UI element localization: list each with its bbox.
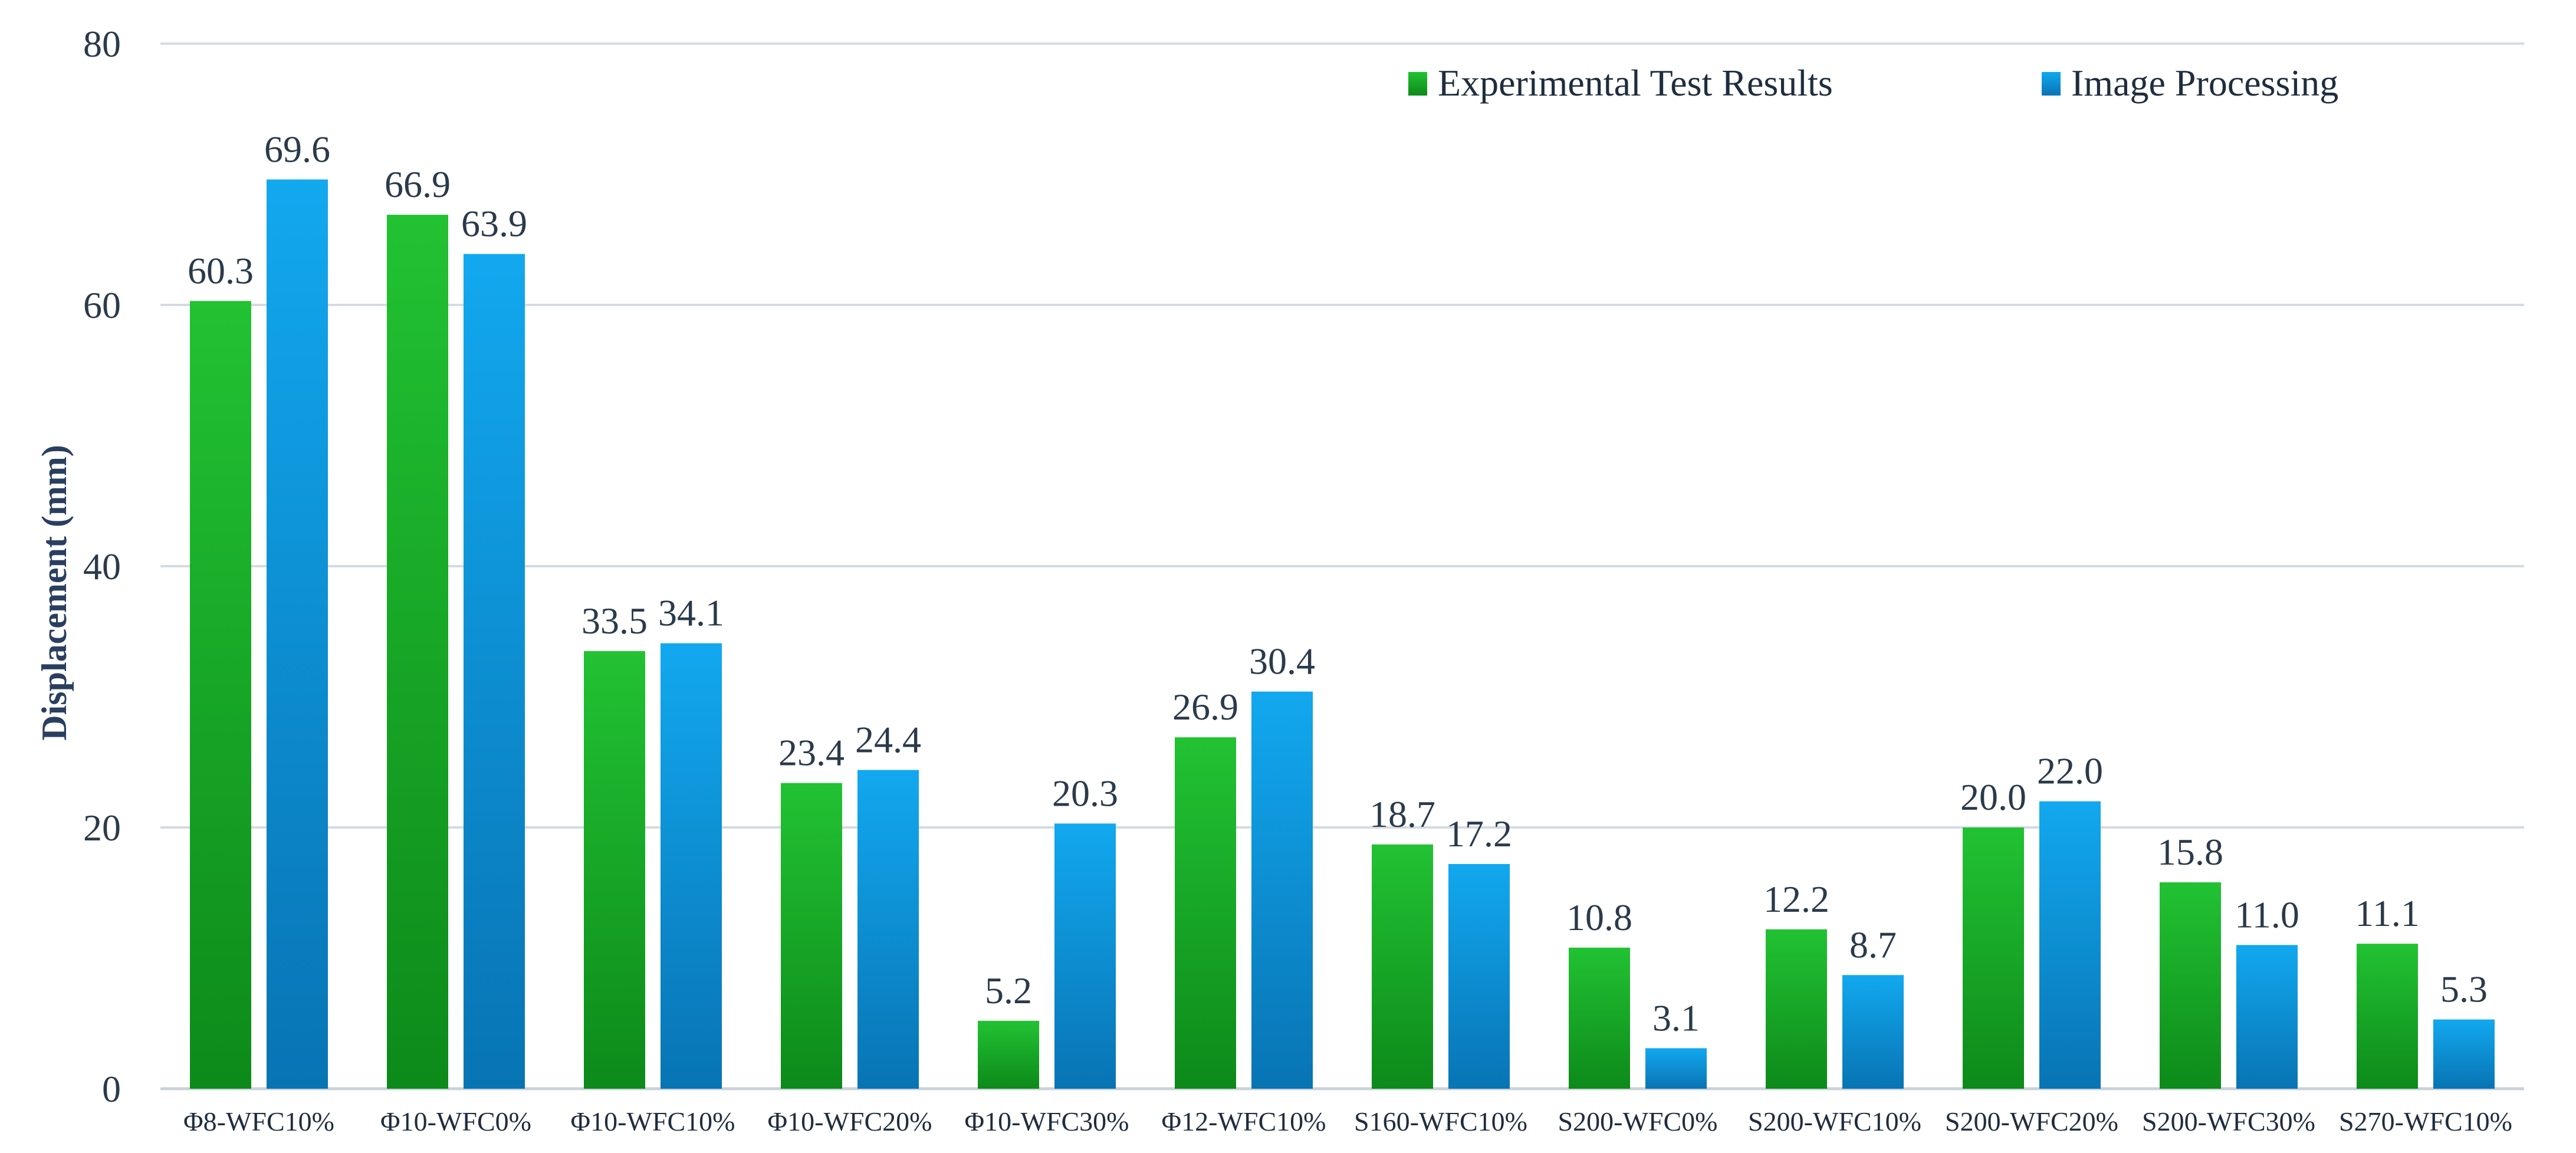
bar-image-processing-1 — [267, 179, 328, 1089]
data-label-experimental-1: 60.3 — [188, 249, 254, 291]
data-label-image-processing-12: 5.3 — [2440, 968, 2488, 1010]
bar-image-processing-6 — [1251, 691, 1313, 1089]
bar-experimental-4 — [781, 783, 842, 1089]
data-label-image-processing-3: 34.1 — [658, 592, 724, 634]
data-label-experimental-7: 18.7 — [1369, 793, 1435, 835]
bar-experimental-11 — [2160, 882, 2221, 1089]
legend-label-experimental: Experimental Test Results — [1438, 62, 1833, 104]
bar-image-processing-9 — [1842, 975, 1904, 1089]
bar-image-processing-7 — [1448, 864, 1510, 1089]
bar-experimental-6 — [1175, 737, 1236, 1089]
bar-experimental-1 — [190, 301, 251, 1089]
bars — [190, 179, 2495, 1089]
y-tick-label: 20 — [83, 807, 121, 849]
data-label-experimental-2: 66.9 — [385, 163, 451, 205]
data-label-image-processing-9: 8.7 — [1849, 924, 1897, 965]
data-label-image-processing-1: 69.6 — [264, 128, 330, 170]
bar-image-processing-2 — [464, 254, 525, 1089]
x-category-label: S160-WFC10% — [1354, 1106, 1527, 1136]
x-category-label: S270-WFC10% — [2339, 1106, 2512, 1136]
bar-image-processing-4 — [857, 770, 919, 1089]
x-category-label: Φ10-WFC30% — [965, 1106, 1129, 1136]
x-category-label: Φ8-WFC10% — [183, 1106, 334, 1136]
data-label-experimental-4: 23.4 — [778, 732, 845, 774]
bar-experimental-9 — [1766, 929, 1827, 1089]
bar-experimental-7 — [1372, 844, 1433, 1089]
data-labels: 60.3 69.6 66.963.9 33.5 34.1 23.4 24.4 5.2 20.3 2… — [188, 128, 2488, 1039]
bar-experimental-10 — [1963, 827, 2024, 1089]
x-category-label: Φ10-WFC10% — [571, 1106, 735, 1136]
data-label-image-processing-11: 11.0 — [2235, 894, 2299, 935]
legend-swatch-image-processing — [2042, 72, 2061, 96]
data-label-image-processing-8: 3.1 — [1652, 997, 1700, 1039]
bar-image-processing-12 — [2433, 1019, 2495, 1089]
y-tick-label: 60 — [83, 284, 121, 326]
x-category-label: Φ10-WFC20% — [768, 1106, 932, 1136]
y-tick-label: 40 — [83, 546, 121, 587]
data-label-experimental-12: 11.1 — [2355, 892, 2420, 934]
bar-experimental-12 — [2357, 944, 2418, 1089]
legend-swatch-experimental — [1408, 72, 1427, 96]
data-label-experimental-6: 26.9 — [1172, 686, 1238, 728]
data-label-image-processing-2: 63.9 — [461, 203, 527, 245]
data-label-experimental-8: 10.8 — [1566, 896, 1632, 938]
bar-experimental-3 — [584, 651, 645, 1089]
bar-experimental-8 — [1569, 947, 1630, 1089]
x-category-label: S200-WFC30% — [2142, 1106, 2315, 1136]
bar-experimental-5 — [978, 1020, 1039, 1089]
data-label-image-processing-10: 22.0 — [2037, 750, 2103, 792]
x-axis-categories: Φ8-WFC10% Φ10-WFC0% Φ10-WFC10% Φ10-WFC20% Φ1… — [183, 1106, 2512, 1136]
data-label-image-processing-5: 20.3 — [1052, 772, 1118, 814]
data-label-image-processing-7: 17.2 — [1446, 813, 1512, 855]
y-tick-label: 80 — [83, 23, 121, 65]
data-label-experimental-5: 5.2 — [985, 970, 1032, 1011]
y-tick-label: 0 — [102, 1068, 121, 1110]
bar-experimental-2 — [387, 215, 448, 1089]
data-label-experimental-11: 15.8 — [2157, 831, 2223, 873]
bar-image-processing-3 — [661, 643, 722, 1089]
bar-image-processing-5 — [1054, 823, 1116, 1089]
legend-label-image-processing: Image Processing — [2071, 62, 2338, 104]
y-axis-ticks: 0 20 40 60 80 — [83, 23, 121, 1110]
data-label-image-processing-6: 30.4 — [1249, 640, 1315, 682]
legend: Experimental Test Results Image Processi… — [1408, 62, 2338, 104]
bar-image-processing-8 — [1645, 1048, 1707, 1089]
x-category-label: S200-WFC20% — [1945, 1106, 2118, 1136]
bar-image-processing-10 — [2039, 801, 2101, 1089]
data-label-experimental-10: 20.0 — [1960, 776, 2026, 818]
x-category-label: Φ12-WFC10% — [1162, 1106, 1326, 1136]
bar-image-processing-11 — [2236, 945, 2298, 1089]
x-category-label: S200-WFC10% — [1748, 1106, 1921, 1136]
gridlines — [160, 42, 2524, 1090]
x-category-label: Φ10-WFC0% — [380, 1106, 531, 1136]
data-label-image-processing-4: 24.4 — [855, 719, 921, 761]
data-label-experimental-9: 12.2 — [1763, 878, 1829, 920]
data-label-experimental-3: 33.5 — [581, 600, 648, 642]
y-axis-title: Displacement (mm) — [35, 445, 74, 741]
x-category-label: S200-WFC0% — [1558, 1106, 1718, 1136]
